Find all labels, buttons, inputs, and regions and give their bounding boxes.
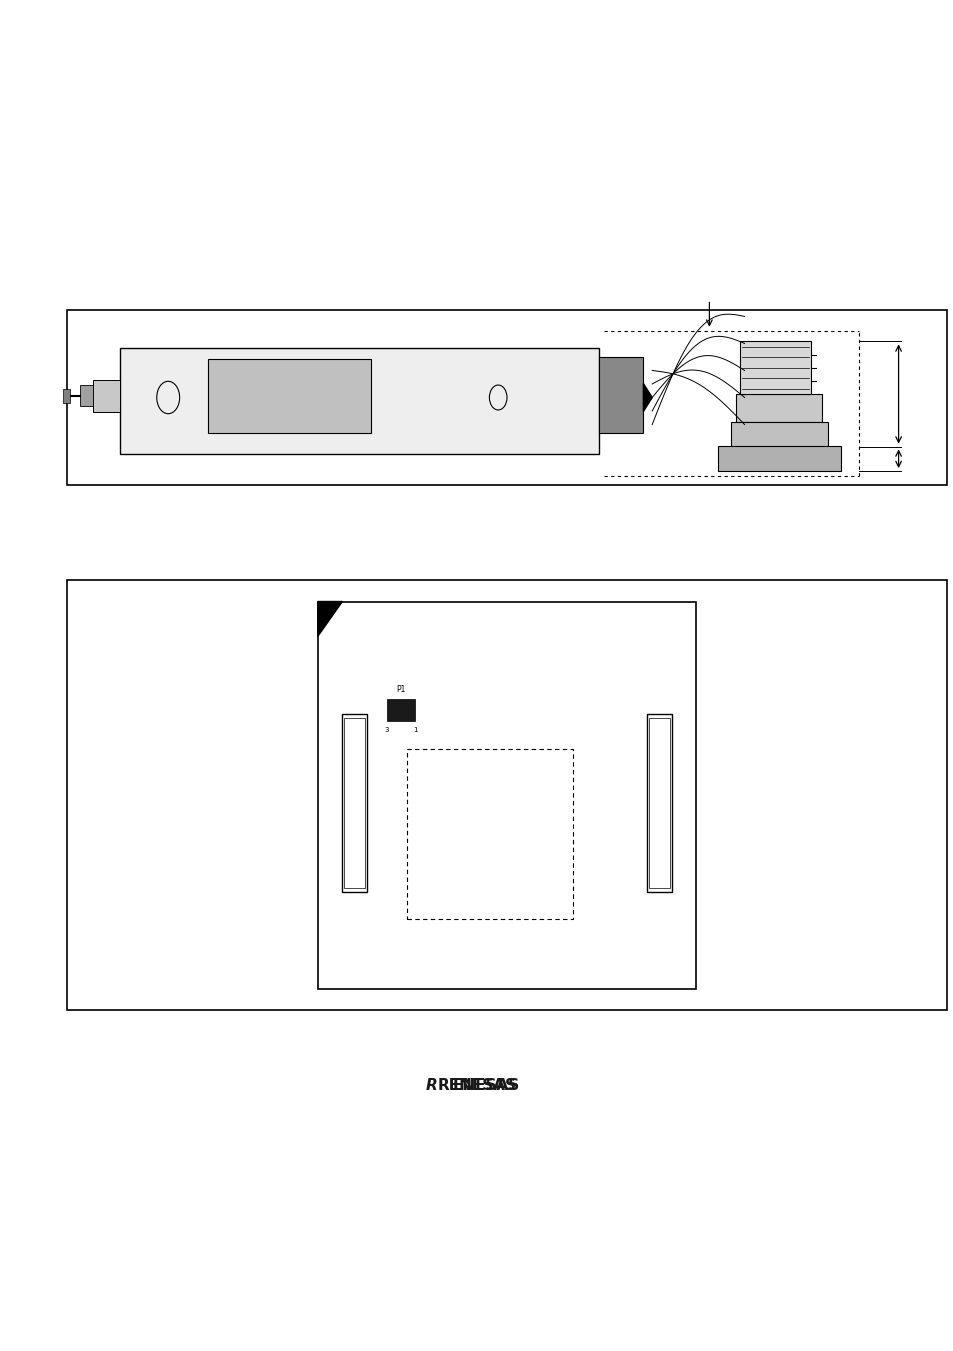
Bar bbox=[718, 446, 841, 471]
Bar bbox=[342, 713, 367, 892]
Bar bbox=[646, 713, 671, 892]
Polygon shape bbox=[317, 601, 342, 636]
Text: 1: 1 bbox=[413, 727, 417, 734]
Bar bbox=[344, 717, 365, 888]
Bar bbox=[731, 422, 827, 446]
Text: 3: 3 bbox=[384, 727, 389, 734]
Bar bbox=[208, 359, 370, 432]
Bar bbox=[63, 389, 70, 403]
Bar bbox=[648, 717, 669, 888]
Text: RENESAS: RENESAS bbox=[437, 1078, 516, 1093]
Bar bbox=[120, 349, 598, 454]
Bar bbox=[67, 309, 946, 485]
Bar bbox=[387, 700, 415, 720]
Text: P1: P1 bbox=[395, 685, 405, 694]
Bar bbox=[406, 748, 573, 919]
Bar bbox=[735, 394, 821, 422]
Bar bbox=[740, 342, 810, 394]
Polygon shape bbox=[642, 384, 652, 412]
Text: R: R bbox=[425, 1078, 436, 1093]
Bar bbox=[67, 580, 946, 1011]
Bar bbox=[80, 385, 93, 407]
Text: ENESAS: ENESAS bbox=[453, 1078, 519, 1093]
Bar bbox=[598, 357, 642, 432]
Bar bbox=[93, 380, 120, 412]
Bar bbox=[317, 601, 696, 989]
